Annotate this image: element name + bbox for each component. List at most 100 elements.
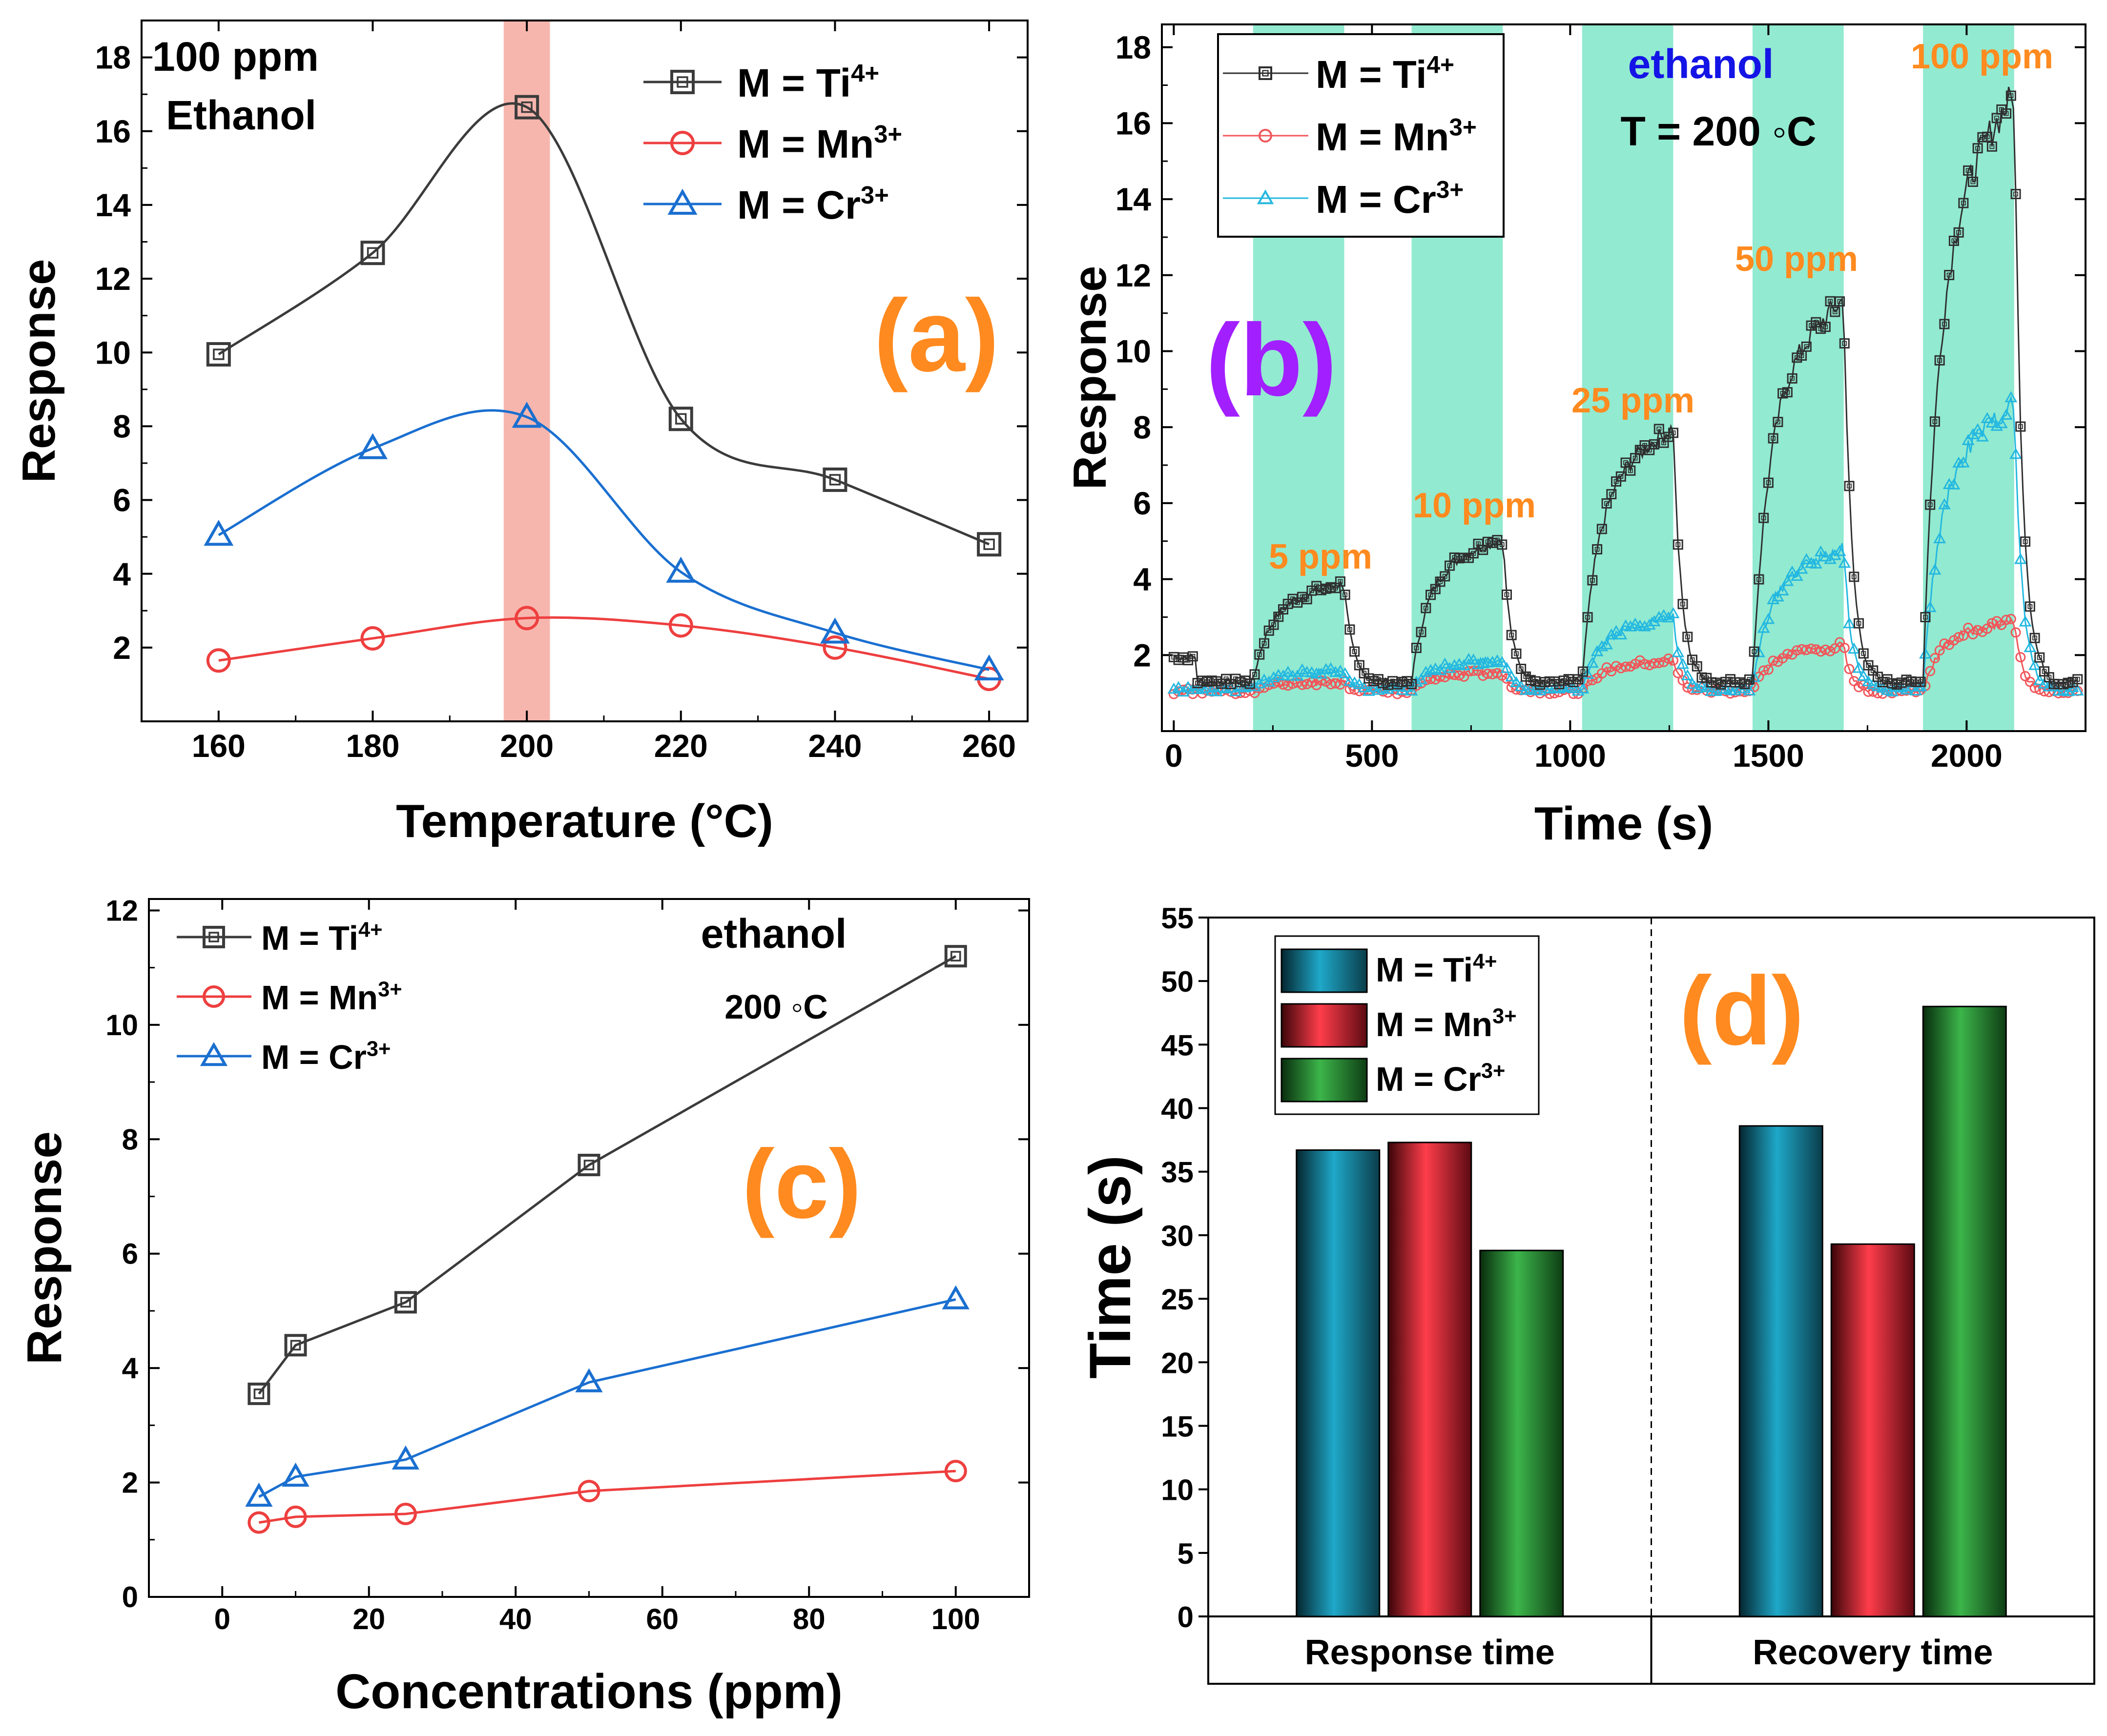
x-tick-label: 180	[346, 728, 399, 764]
data-point	[394, 1503, 417, 1526]
data-point	[1928, 563, 1942, 575]
data-point	[2072, 674, 2083, 685]
data-point	[1543, 682, 1556, 694]
data-point	[1773, 417, 1783, 428]
data-point	[1224, 681, 1238, 693]
series-line-2	[258, 1470, 956, 1524]
marker-square	[1259, 638, 1270, 649]
data-point	[2004, 391, 2018, 403]
marker-square-inner	[1828, 299, 1833, 304]
annotation-concentration: 100 ppm	[152, 34, 319, 80]
y-tick-label: 10	[1161, 1474, 1194, 1507]
series-trace	[1173, 395, 2078, 694]
y-tick-label: 15	[1161, 1410, 1194, 1443]
marker-square-inner	[1946, 272, 1952, 278]
legend-marker	[667, 188, 698, 215]
data-point	[1478, 671, 1488, 681]
marker-square-inner	[1580, 669, 1586, 674]
y-tick-label: 6	[1133, 485, 1151, 521]
series-line-3	[218, 409, 990, 671]
data-point	[1995, 417, 2008, 429]
data-point	[1330, 678, 1341, 689]
x-tick-label: 0	[214, 1603, 230, 1635]
marker-square	[1249, 669, 1260, 680]
data-point	[1187, 651, 1198, 662]
y-axis-label: Response	[1064, 266, 1116, 490]
data-point	[1344, 624, 1355, 635]
marker-square	[1939, 319, 1950, 329]
data-point	[248, 1382, 270, 1405]
marker-square-inner	[1585, 614, 1591, 620]
exposure-band	[1752, 24, 1844, 731]
data-point	[1653, 424, 1664, 434]
marker-square	[1953, 227, 1964, 238]
marker-square-inner	[1433, 587, 1438, 592]
marker-square	[1592, 544, 1603, 554]
data-point	[1454, 670, 1465, 681]
marker-square-inner	[1804, 344, 1809, 349]
bar	[1296, 1149, 1381, 1617]
marker-square	[1854, 618, 1864, 629]
data-point	[1653, 611, 1666, 622]
bar	[1830, 1243, 1915, 1617]
data-point	[578, 1480, 600, 1503]
marker-square-inner	[253, 1389, 265, 1399]
marker-square-inner	[677, 76, 688, 88]
concentration-label: 50 ppm	[1735, 240, 1858, 279]
data-point	[1587, 675, 1598, 686]
panel-label: (b)	[1206, 303, 1337, 417]
data-point	[206, 648, 231, 673]
marker-square-inner	[1352, 649, 1357, 654]
marker-square-inner	[2023, 539, 2028, 544]
marker-square	[944, 945, 967, 968]
data-point	[1167, 682, 1180, 694]
data-point	[1816, 646, 1826, 657]
marker-square-inner	[1752, 649, 1757, 654]
plot-frame	[141, 20, 1029, 722]
marker-square-inner	[1632, 455, 1638, 461]
marker-square	[1958, 198, 1969, 208]
data-point	[1763, 664, 1774, 675]
marker-square-inner	[1942, 322, 1947, 327]
data-point	[1749, 646, 1759, 657]
marker-square	[1768, 433, 1778, 444]
marker-square	[1982, 131, 1993, 142]
data-point	[1592, 544, 1603, 554]
data-point	[1934, 645, 1945, 656]
marker-square-inner	[1775, 419, 1780, 425]
marker-square	[1416, 627, 1426, 637]
marker-square-inner	[1252, 672, 1257, 677]
data-point	[1786, 565, 1799, 577]
data-point	[944, 945, 967, 968]
y-tick-label: 12	[1115, 257, 1151, 293]
x-tick-label: 0	[1165, 737, 1183, 774]
marker-square-inner	[1504, 592, 1509, 597]
marker-square	[1835, 296, 1845, 307]
y-tick-label: 2	[122, 1467, 138, 1499]
data-point	[1758, 512, 1769, 523]
marker-square	[1839, 338, 1850, 349]
data-point	[823, 467, 847, 492]
annotation-temperature: 200 ◦C	[724, 988, 828, 1026]
marker-square	[2029, 633, 2040, 643]
marker-square	[1406, 679, 1417, 690]
legend-label: M = Ti4+	[1376, 950, 1497, 989]
data-point	[1421, 603, 1431, 613]
data-point	[668, 613, 693, 638]
concentration-label: 5 ppm	[1269, 537, 1372, 576]
data-point	[1939, 319, 1950, 329]
data-point	[1614, 628, 1628, 640]
marker-square-inner	[1847, 483, 1852, 489]
legend-marker	[200, 1042, 228, 1066]
marker-square-inner	[367, 247, 379, 259]
data-point	[1672, 646, 1685, 657]
marker-square	[1606, 489, 1617, 500]
data-point	[1277, 669, 1290, 681]
x-axis-label: Concentrations (ppm)	[335, 1664, 843, 1719]
x-tick-label: 260	[962, 728, 1016, 764]
data-point	[1929, 416, 1940, 427]
marker-square-inner	[1961, 201, 1966, 206]
data-point	[1686, 677, 1699, 689]
marker-square-inner	[1518, 666, 1524, 672]
marker-square	[2020, 536, 2031, 547]
